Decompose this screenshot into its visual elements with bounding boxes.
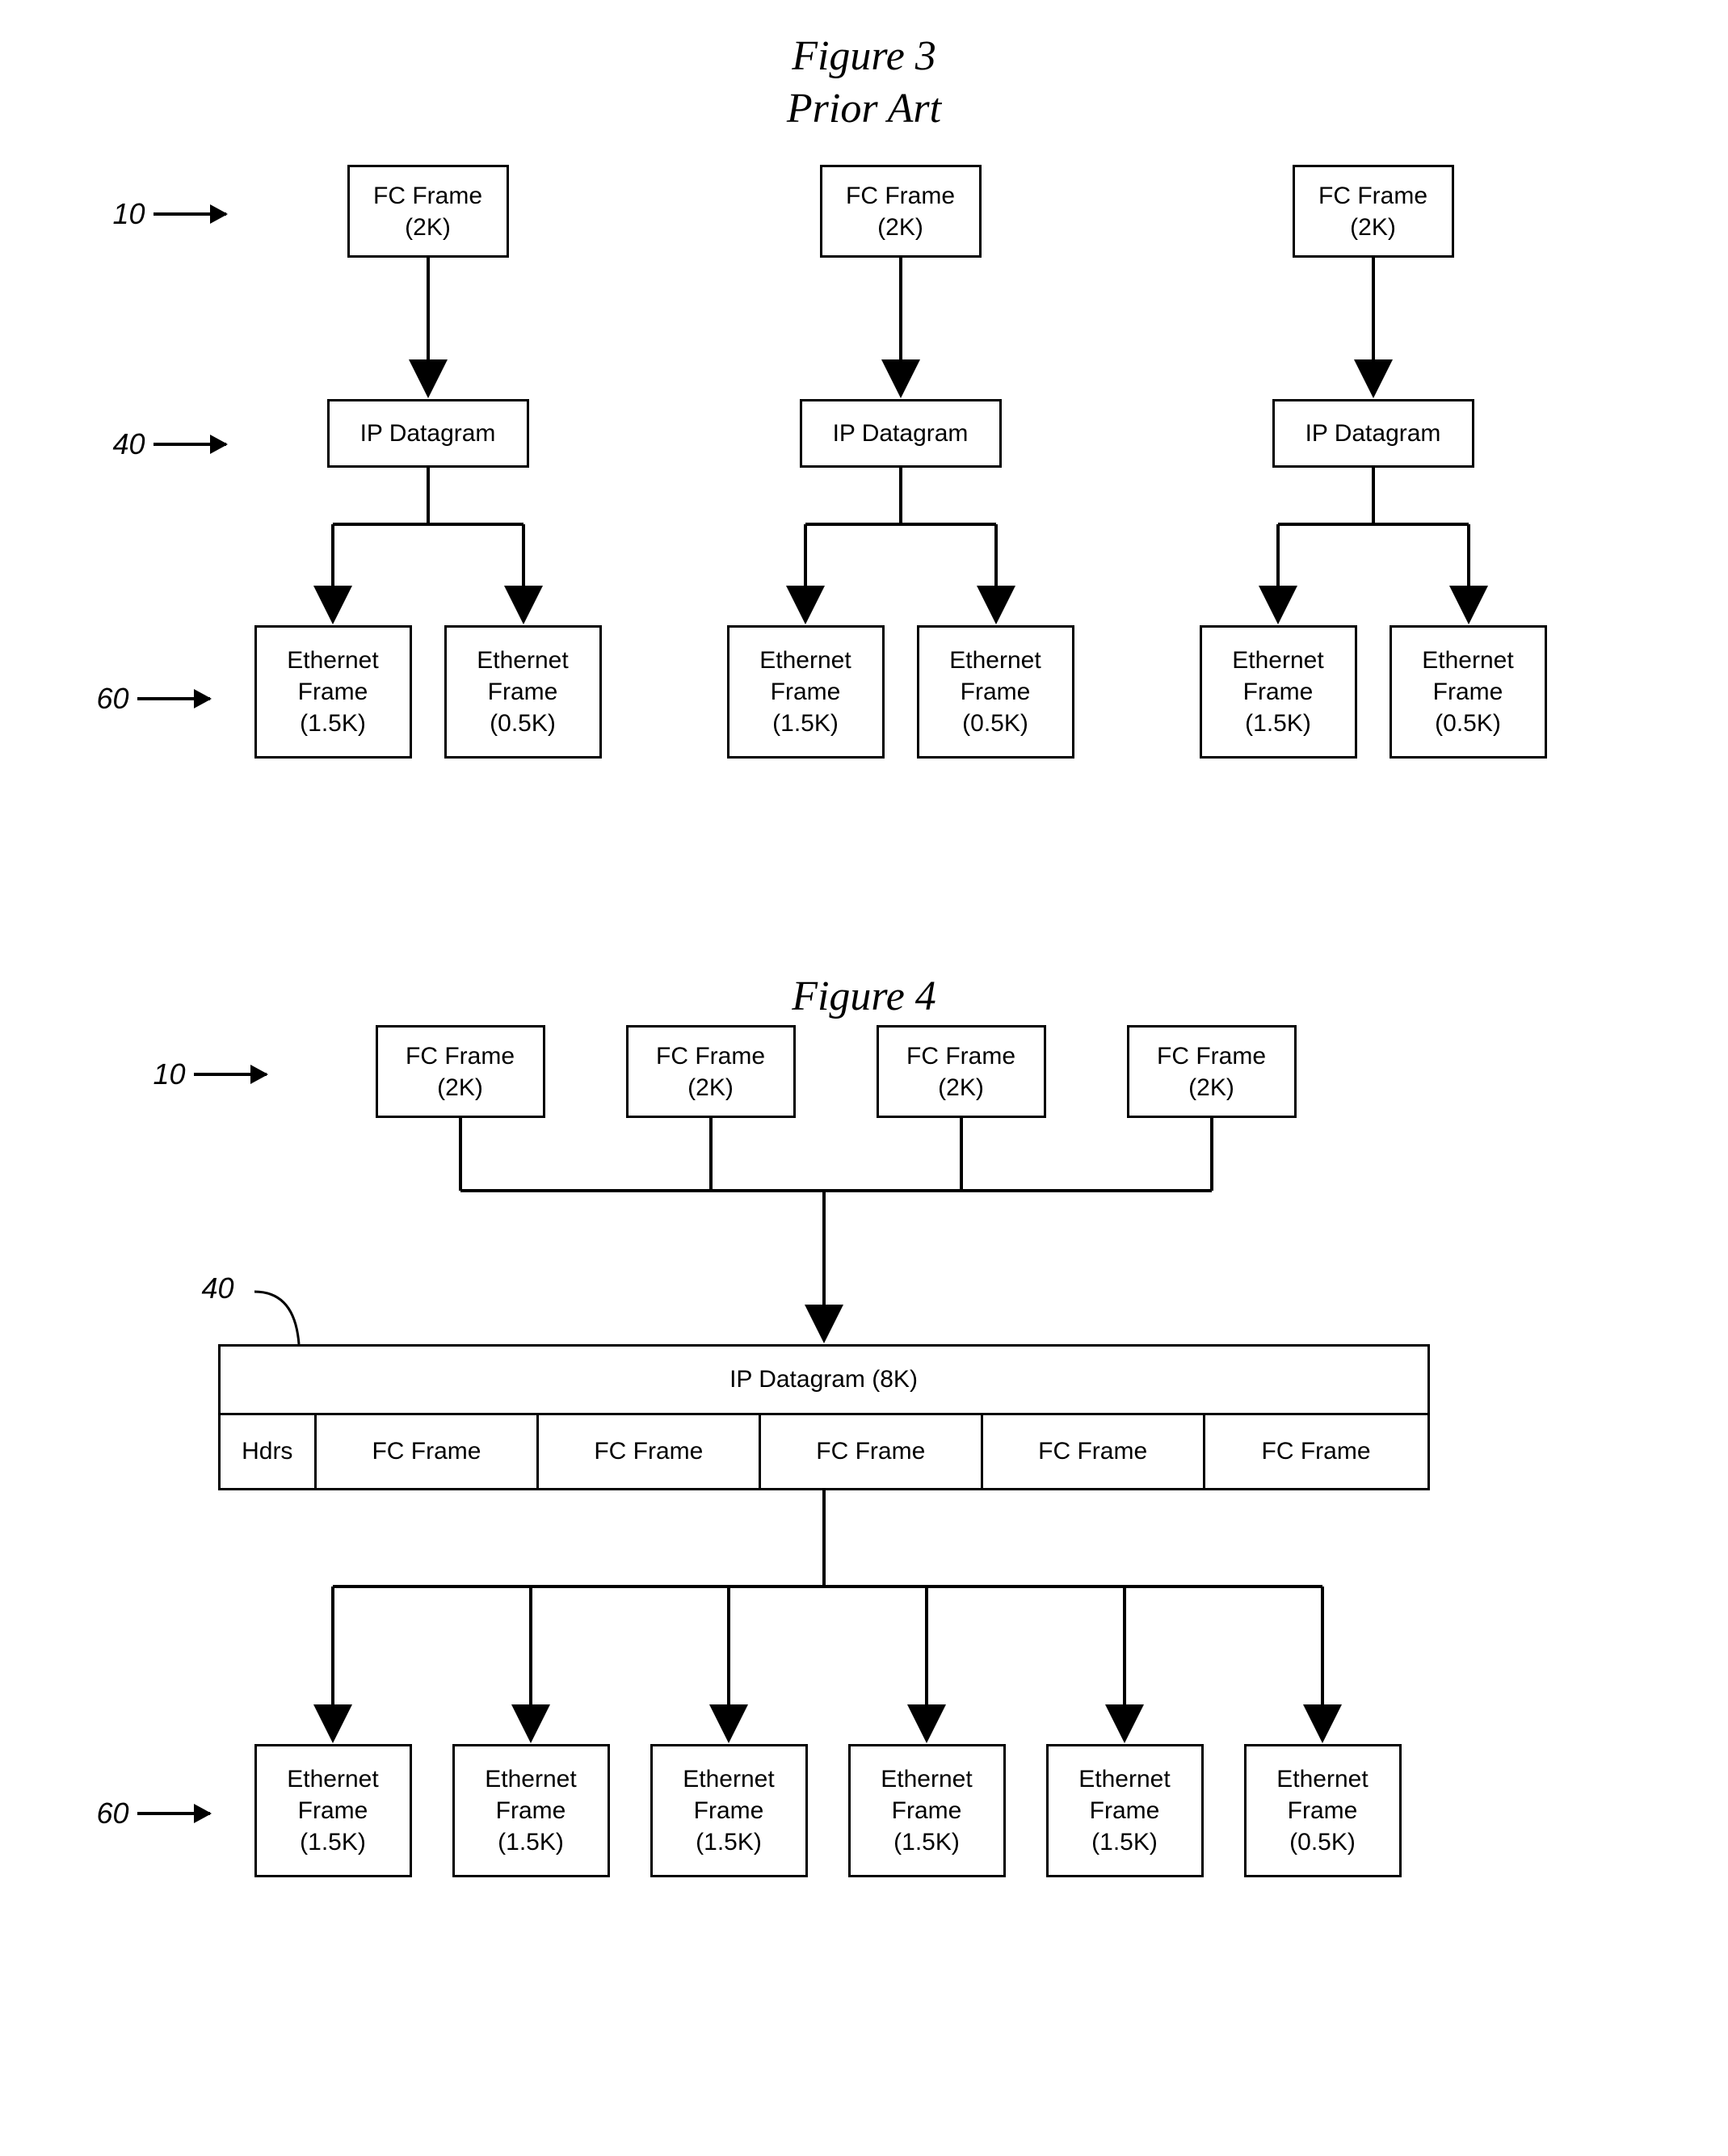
ethernet-frame-label: EthernetFrame(1.5K) [683,1763,774,1858]
ip-cell-label: FC Frame [594,1438,703,1465]
ip-cell-label: FC Frame [816,1438,925,1465]
ip-cell-label: FC Frame [1262,1438,1371,1465]
ip-cell: FC Frame [317,1415,539,1488]
fc-frame-box: FC Frame(2K) [820,165,982,258]
ref-60: 60 [97,682,210,716]
ip-cell-label: Hdrs [242,1438,292,1465]
ip-cell: FC Frame [1205,1415,1427,1488]
fc-frame-label: FC Frame(2K) [406,1040,515,1103]
ref-40: 40 [202,1271,234,1305]
ethernet-frame-label: EthernetFrame(0.5K) [1422,645,1513,739]
ethernet-frame-label: EthernetFrame(1.5K) [1078,1763,1170,1858]
ref-10-text: 10 [153,1057,186,1091]
ethernet-frame-box: EthernetFrame(1.5K) [254,625,412,759]
ethernet-frame-label: EthernetFrame(1.5K) [1232,645,1323,739]
fc-frame-box: FC Frame(2K) [1127,1025,1297,1118]
ref-60-text: 60 [97,682,129,716]
ethernet-frame-box: EthernetFrame(1.5K) [727,625,885,759]
fc-frame-box: FC Frame(2K) [877,1025,1046,1118]
figure-4-title: Figure 4 [32,973,1696,1020]
fc-frame-label: FC Frame(2K) [1157,1040,1266,1103]
ref-10: 10 [113,197,226,231]
ip-datagram-label: IP Datagram [360,418,496,449]
ethernet-frame-box: EthernetFrame(0.5K) [1390,625,1547,759]
ethernet-frame-label: EthernetFrame(0.5K) [949,645,1041,739]
ethernet-frame-box: EthernetFrame(1.5K) [452,1744,610,1877]
ip-cell: FC Frame [983,1415,1205,1488]
arrow-right-icon [153,443,226,446]
arrow-right-icon [137,1812,210,1815]
ethernet-frame-label: EthernetFrame(0.5K) [477,645,568,739]
fc-frame-box: FC Frame(2K) [347,165,509,258]
ip-datagram-box: IP Datagram [800,399,1002,468]
ip-datagram-box: IP Datagram [1272,399,1474,468]
ethernet-frame-box: EthernetFrame(0.5K) [444,625,602,759]
arrow-right-icon [153,212,226,216]
ip-cell: FC Frame [761,1415,983,1488]
ethernet-frame-label: EthernetFrame(1.5K) [485,1763,576,1858]
figure-3-subtitle: Prior Art [32,85,1696,132]
ref-10-text: 10 [113,197,145,231]
figure-4: Figure 4 10 40 60 FC Frame(2K) FC Frame(… [32,973,1696,1898]
ip-cell: FC Frame [539,1415,761,1488]
ethernet-frame-box: EthernetFrame(1.5K) [1046,1744,1204,1877]
fc-frame-label: FC Frame(2K) [906,1040,1015,1103]
ip-datagram-label: IP Datagram [1305,418,1441,449]
ref-40-text: 40 [202,1271,234,1305]
ethernet-frame-label: EthernetFrame(0.5K) [1276,1763,1368,1858]
fc-frame-box: FC Frame(2K) [626,1025,796,1118]
ethernet-frame-label: EthernetFrame(1.5K) [759,645,851,739]
figure-3-diagram: 10 40 60 FC Frame(2K) IP Datagram Ethern… [97,165,1632,876]
ref-10: 10 [153,1057,267,1091]
ethernet-frame-label: EthernetFrame(1.5K) [881,1763,972,1858]
fc-frame-label: FC Frame(2K) [656,1040,765,1103]
figure-3: Figure 3 Prior Art 10 40 60 FC Frame(2K)… [32,32,1696,876]
ip-cell: Hdrs [221,1415,317,1488]
figure-3-title: Figure 3 [32,32,1696,80]
ref-40: 40 [113,427,226,461]
ip-datagram-box: IP Datagram (8K) Hdrs FC Frame FC Frame … [218,1344,1430,1490]
ethernet-frame-label: EthernetFrame(1.5K) [287,645,378,739]
ethernet-frame-box: EthernetFrame(1.5K) [1200,625,1357,759]
ethernet-frame-box: EthernetFrame(0.5K) [917,625,1074,759]
ip-datagram-title: IP Datagram (8K) [221,1347,1427,1415]
arrow-right-icon [194,1073,267,1076]
ref-60: 60 [97,1797,210,1830]
ethernet-frame-box: EthernetFrame(1.5K) [254,1744,412,1877]
ip-cell-label: FC Frame [1038,1438,1147,1465]
ip-datagram-label: IP Datagram [833,418,969,449]
fc-frame-label: FC Frame(2K) [846,180,955,243]
figure-4-diagram: 10 40 60 FC Frame(2K) FC Frame(2K) FC Fr… [97,1025,1632,1898]
arrow-right-icon [137,697,210,700]
fc-frame-label: FC Frame(2K) [373,180,482,243]
ip-datagram-box: IP Datagram [327,399,529,468]
ip-cell-label: FC Frame [372,1438,481,1465]
fc-frame-label: FC Frame(2K) [1318,180,1427,243]
fc-frame-box: FC Frame(2K) [376,1025,545,1118]
ethernet-frame-box: EthernetFrame(1.5K) [848,1744,1006,1877]
ethernet-frame-box: EthernetFrame(1.5K) [650,1744,808,1877]
ip-datagram-cells: Hdrs FC Frame FC Frame FC Frame FC Frame… [221,1415,1427,1488]
ethernet-frame-box: EthernetFrame(0.5K) [1244,1744,1402,1877]
ethernet-frame-label: EthernetFrame(1.5K) [287,1763,378,1858]
fc-frame-box: FC Frame(2K) [1293,165,1454,258]
figure-3-connectors [97,165,1632,876]
ref-60-text: 60 [97,1797,129,1830]
ref-40-text: 40 [113,427,145,461]
